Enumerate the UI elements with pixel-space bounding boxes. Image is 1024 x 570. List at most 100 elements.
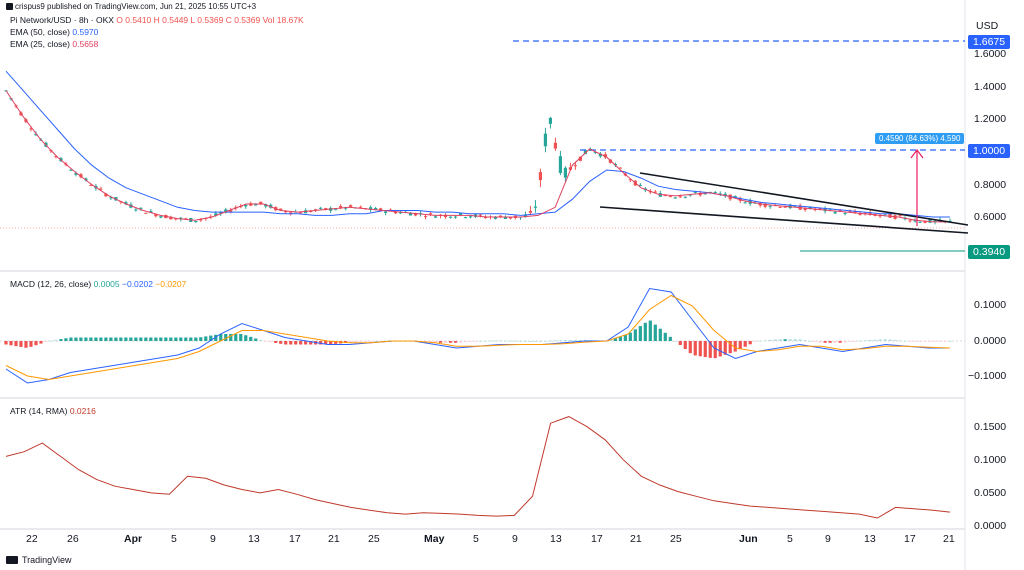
candle-body bbox=[319, 208, 322, 209]
macd-histogram-bar bbox=[354, 341, 357, 342]
candle-body bbox=[554, 143, 557, 149]
macd-histogram-bar bbox=[849, 341, 852, 342]
candle-body bbox=[529, 211, 532, 213]
overlays-group bbox=[0, 41, 968, 251]
macd-histogram-bar bbox=[654, 325, 657, 341]
macd-histogram-bar bbox=[903, 341, 906, 342]
macd-histogram-bar bbox=[789, 339, 792, 341]
candle-body bbox=[144, 213, 147, 214]
macd-histogram-bar bbox=[689, 341, 692, 353]
macd-histogram-bar bbox=[444, 341, 447, 343]
macd-histogram-bar bbox=[249, 337, 252, 341]
macd-histogram-bar bbox=[139, 338, 142, 342]
macd-histogram-bar bbox=[893, 340, 896, 341]
macd-histogram-bar bbox=[564, 340, 567, 341]
macd-histogram-bar bbox=[639, 326, 642, 341]
macd-histogram-bar bbox=[269, 341, 272, 342]
macd-histogram-bar bbox=[664, 333, 667, 341]
macd-histogram-bar bbox=[244, 335, 247, 341]
macd-histogram-bar bbox=[294, 341, 297, 345]
candle-body bbox=[539, 172, 542, 180]
candle-body bbox=[918, 222, 921, 223]
candle-body bbox=[769, 206, 772, 207]
macd-histogram-bar bbox=[24, 341, 27, 348]
macd-group bbox=[0, 289, 965, 384]
macd-histogram-bar bbox=[69, 338, 72, 342]
candle-body bbox=[544, 134, 547, 147]
macd-histogram-bar bbox=[109, 338, 112, 342]
macd-histogram-bar bbox=[559, 340, 562, 341]
macd-histogram-bar bbox=[494, 340, 497, 341]
macd-histogram-bar bbox=[364, 341, 367, 342]
candle-body bbox=[429, 213, 432, 214]
candle-body bbox=[334, 209, 337, 210]
macd-histogram-bar bbox=[74, 338, 77, 342]
macd-histogram-bar bbox=[84, 338, 87, 342]
macd-histogram-bar bbox=[194, 338, 197, 342]
macd-histogram-bar bbox=[134, 338, 137, 342]
candle-body bbox=[194, 221, 197, 222]
candle-body bbox=[679, 196, 682, 197]
candle-body bbox=[694, 192, 697, 193]
macd-histogram-bar bbox=[774, 340, 777, 341]
candle-body bbox=[134, 209, 137, 210]
candle-body bbox=[534, 207, 537, 208]
macd-histogram-bar bbox=[289, 341, 292, 345]
macd-histogram-bar bbox=[529, 341, 532, 342]
candle-body bbox=[454, 217, 457, 218]
macd-histogram-bar bbox=[19, 341, 22, 347]
macd-histogram-bar bbox=[779, 339, 782, 341]
macd-histogram-bar bbox=[189, 338, 192, 342]
macd-histogram-bar bbox=[913, 341, 916, 342]
macd-histogram-bar bbox=[9, 341, 12, 345]
macd-histogram-bar bbox=[154, 338, 157, 342]
macd-histogram-bar bbox=[534, 341, 537, 342]
macd-histogram-bar bbox=[814, 341, 817, 342]
candle-body bbox=[469, 216, 472, 217]
candle-body bbox=[359, 207, 362, 208]
candle-body bbox=[669, 196, 672, 197]
candle-body bbox=[834, 212, 837, 214]
candle-body bbox=[674, 198, 677, 199]
macd-histogram-bar bbox=[544, 341, 547, 342]
macd-histogram-bar bbox=[873, 340, 876, 341]
macd-histogram-bar bbox=[159, 338, 162, 342]
macd-histogram-bar bbox=[819, 341, 822, 343]
macd-histogram-bar bbox=[719, 341, 722, 356]
macd-histogram-bar bbox=[39, 341, 42, 344]
macd-histogram-bar bbox=[369, 341, 372, 342]
macd-histogram-bar bbox=[459, 341, 462, 342]
macd-histogram-bar bbox=[439, 341, 442, 343]
macd-histogram-bar bbox=[144, 338, 147, 342]
candle-body bbox=[434, 216, 437, 217]
macd-histogram-bar bbox=[878, 340, 881, 341]
macd-histogram-bar bbox=[749, 341, 752, 344]
macd-histogram-bar bbox=[29, 341, 32, 347]
candle-body bbox=[349, 205, 352, 207]
macd-histogram-bar bbox=[858, 341, 861, 342]
macd-histogram-bar bbox=[943, 341, 946, 342]
macd-histogram-bar bbox=[279, 341, 282, 344]
macd-histogram-bar bbox=[694, 341, 697, 355]
macd-histogram-bar bbox=[449, 341, 452, 343]
macd-histogram-bar bbox=[888, 340, 891, 341]
macd-histogram-bar bbox=[514, 341, 517, 342]
macd-histogram-bar bbox=[234, 334, 237, 341]
macd-histogram-bar bbox=[634, 329, 637, 341]
candles-group bbox=[4, 90, 951, 224]
macd-histogram-bar bbox=[569, 340, 572, 341]
macd-histogram-bar bbox=[99, 338, 102, 342]
macd-histogram-bar bbox=[868, 340, 871, 341]
macd-histogram-bar bbox=[659, 329, 662, 341]
macd-histogram-bar bbox=[644, 323, 647, 341]
macd-histogram-bar bbox=[649, 321, 652, 341]
candle-body bbox=[574, 165, 577, 166]
macd-histogram-bar bbox=[89, 338, 92, 342]
macd-histogram-bar bbox=[59, 339, 62, 341]
candle-body bbox=[714, 192, 717, 193]
macd-histogram-bar bbox=[704, 341, 707, 357]
macd-histogram-bar bbox=[259, 340, 262, 341]
macd-histogram-bar bbox=[824, 341, 827, 343]
macd-histogram-bar bbox=[454, 341, 457, 343]
candle-body bbox=[299, 212, 302, 213]
